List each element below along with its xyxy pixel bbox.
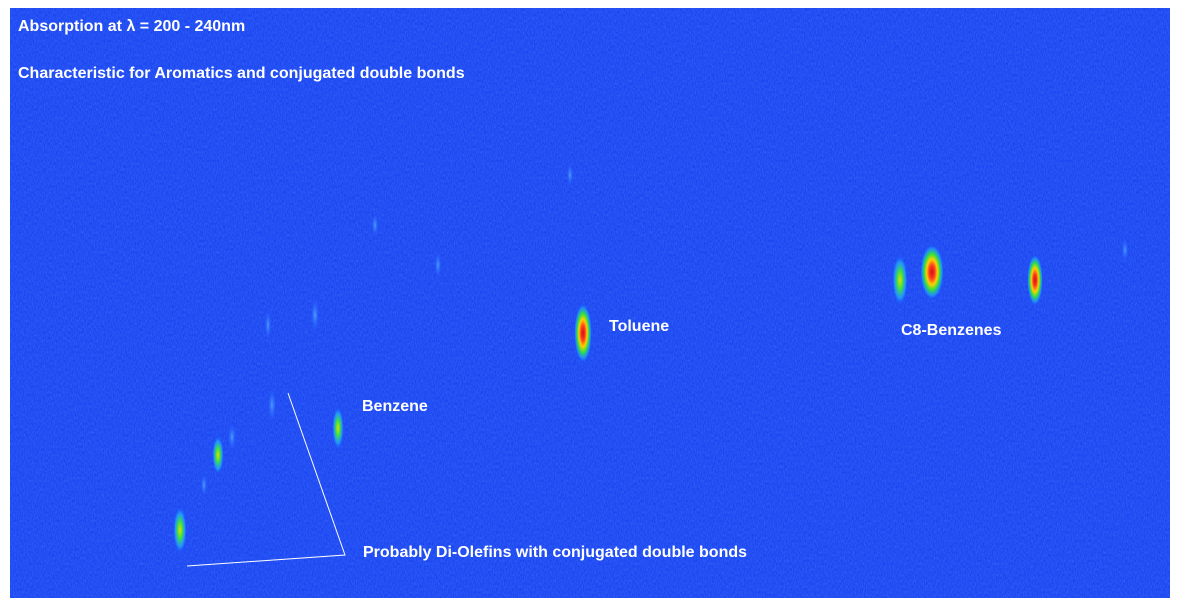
subtitle: Characteristic for Aromatics and conjuga… [18, 65, 465, 82]
annotation: Probably Di-Olefins with conjugated doub… [363, 544, 747, 561]
page: Absorption at λ = 200 - 240nm Characteri… [0, 0, 1178, 604]
annotation: Toluene [609, 318, 669, 335]
annotation: Benzene [362, 398, 428, 415]
heat-map: Absorption at λ = 200 - 240nm Characteri… [0, 0, 1178, 604]
noise [10, 8, 1170, 598]
title: Absorption at λ = 200 - 240nm [18, 18, 245, 35]
annotation: C8-Benzenes [901, 322, 1002, 339]
